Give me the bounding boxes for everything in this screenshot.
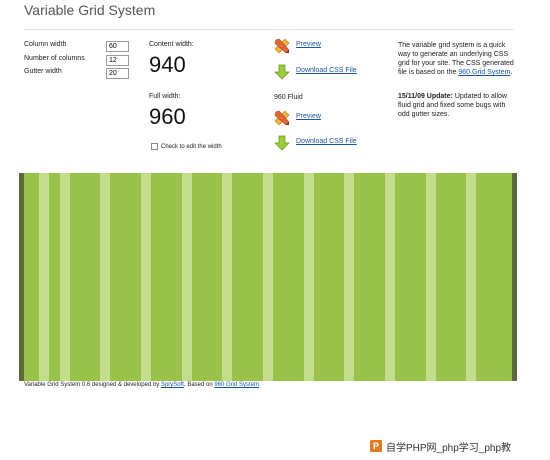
download-arrow-icon bbox=[274, 64, 290, 80]
grid-left-edge bbox=[19, 173, 24, 381]
grid-gutter bbox=[384, 173, 396, 381]
ruler-pencil-icon bbox=[274, 38, 290, 54]
grid-preview bbox=[19, 173, 517, 381]
footer-text-2: , Based on bbox=[183, 382, 215, 388]
watermark-text: 自学PHP网_php学习_php教 bbox=[386, 442, 512, 454]
download-arrow-icon bbox=[274, 135, 290, 151]
update-text: 15/11/09 Update: Updated to allow fluid … bbox=[398, 92, 518, 119]
spry-soft-link[interactable]: SprySoft bbox=[160, 382, 184, 388]
intro-end: . bbox=[510, 69, 513, 76]
content-width-value: 940 bbox=[149, 52, 186, 77]
content-width-label: Content width: bbox=[149, 41, 194, 48]
page-title: Variable Grid System bbox=[24, 2, 156, 18]
grid-gutter bbox=[344, 173, 355, 381]
footer-text: Variable Grid System 0.6 designed & deve… bbox=[24, 382, 161, 388]
preview-link[interactable]: Preview bbox=[296, 41, 321, 48]
watermark: P 自学PHP网_php学习_php教 bbox=[370, 437, 511, 455]
grid-gutter bbox=[425, 173, 436, 381]
edit-width-checkbox[interactable] bbox=[151, 143, 158, 150]
grid-gutter bbox=[466, 173, 477, 381]
960-grid-link[interactable]: 960 Grid System bbox=[458, 69, 511, 76]
update-date: 15/11/09 Update: bbox=[398, 93, 453, 100]
grid-gutter bbox=[39, 173, 50, 381]
edit-width-label: Check to edit the width bbox=[161, 143, 222, 150]
num-columns-label: Number of columns bbox=[24, 55, 85, 62]
footer-960-grid-link[interactable]: 960 Grid System bbox=[214, 382, 260, 388]
intro-body: The variable grid system is a quick way … bbox=[398, 42, 514, 76]
grid-gutter bbox=[262, 173, 274, 381]
footer: Variable Grid System 0.6 designed & deve… bbox=[24, 382, 259, 388]
grid-gutter bbox=[222, 173, 233, 381]
ruler-pencil-icon bbox=[274, 110, 290, 126]
update-body: Updated to allow fluid grid and fixed so… bbox=[398, 93, 507, 118]
edit-width-row: Check to edit the width bbox=[151, 143, 222, 150]
full-width-value: 960 bbox=[149, 104, 186, 129]
grid-gutter bbox=[181, 173, 192, 381]
intro-text: The variable grid system is a quick way … bbox=[398, 41, 518, 77]
gutter-width-input[interactable] bbox=[106, 68, 129, 79]
fluid-download-css-link[interactable]: Download CSS File bbox=[296, 138, 357, 145]
gutter-width-label: Gutter width bbox=[24, 68, 62, 75]
grid-gutter bbox=[303, 173, 314, 381]
download-css-link[interactable]: Download CSS File bbox=[296, 67, 357, 74]
grid-gutter bbox=[140, 173, 152, 381]
watermark-logo: P bbox=[370, 440, 382, 452]
column-width-input[interactable] bbox=[106, 41, 129, 52]
grid-right-edge bbox=[512, 173, 517, 381]
num-columns-input[interactable] bbox=[106, 55, 129, 66]
full-width-label: Full width: bbox=[149, 93, 181, 100]
fluid-preview-link[interactable]: Preview bbox=[296, 113, 321, 120]
column-width-label: Column width bbox=[24, 41, 67, 48]
title-divider bbox=[24, 29, 514, 30]
grid-gutter bbox=[100, 173, 111, 381]
fluid-label: 960 Fluid bbox=[274, 94, 303, 101]
grid-gutter bbox=[59, 173, 70, 381]
